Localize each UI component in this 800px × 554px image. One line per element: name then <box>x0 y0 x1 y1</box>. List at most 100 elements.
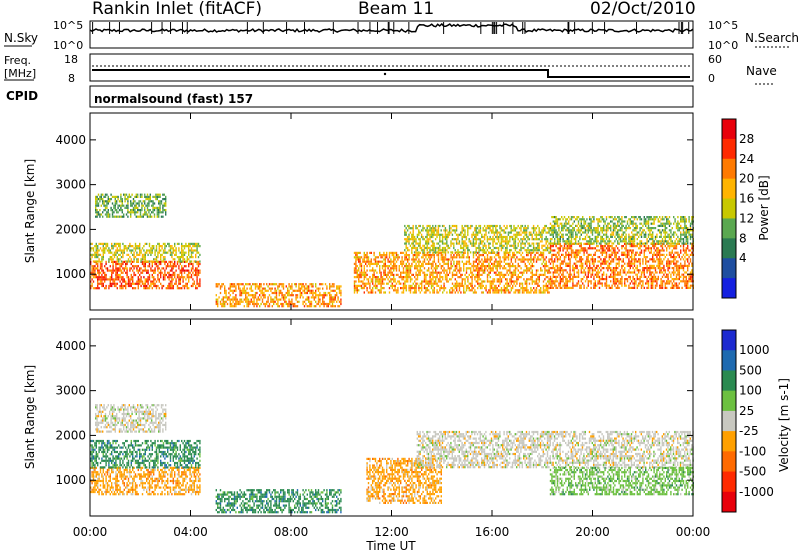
echo-cell <box>451 258 454 261</box>
echo-cell <box>401 258 403 261</box>
echo-cell <box>507 240 510 243</box>
echo-cell <box>137 271 139 274</box>
echo-cell <box>513 233 515 236</box>
echo-cell <box>608 249 610 252</box>
echo-cell <box>421 280 423 283</box>
echo-cell <box>633 284 636 287</box>
echo-cell <box>405 287 407 290</box>
echo-cell <box>457 251 459 254</box>
echo-cell <box>419 244 421 247</box>
echo-cell <box>123 269 125 272</box>
nsky-panel-frame <box>89 20 694 49</box>
echo-cell <box>388 271 391 274</box>
echo-cell <box>381 287 384 290</box>
echo-cell <box>160 245 162 248</box>
echo-cell <box>171 269 173 272</box>
echo-cell <box>590 280 592 283</box>
echo-cell <box>545 256 547 259</box>
echo-cell <box>189 249 191 252</box>
echo-cell <box>632 267 634 270</box>
echo-cell <box>281 302 283 306</box>
echo-cell <box>448 233 451 236</box>
echo-cell <box>252 283 254 286</box>
echo-cell <box>196 245 198 248</box>
echo-cell <box>565 286 567 289</box>
echo-cell <box>441 224 444 228</box>
echo-cell <box>151 247 153 250</box>
echo-cell <box>305 291 307 295</box>
echo-cell <box>390 267 392 270</box>
echo-cell <box>393 262 395 265</box>
echo-cell <box>370 260 372 263</box>
echo-cell <box>91 271 93 274</box>
echo-cell <box>164 251 166 254</box>
echo-cell <box>551 280 553 283</box>
echo-cell <box>132 202 135 205</box>
echo-cell <box>178 242 180 245</box>
echo-cell <box>154 258 156 261</box>
echo-cell <box>356 284 358 287</box>
echo-cell <box>568 256 570 259</box>
echo-cell <box>568 264 570 267</box>
echo-cell <box>285 285 287 288</box>
echo-cell <box>169 273 172 277</box>
echo-cell <box>548 258 550 261</box>
echo-cell <box>366 282 368 285</box>
echo-cell <box>235 285 237 288</box>
echo-cell <box>383 258 385 261</box>
echo-cell <box>217 298 219 301</box>
echo-cell <box>221 283 223 286</box>
echo-cell <box>331 302 334 306</box>
echo-cell <box>638 271 640 274</box>
echo-cell <box>402 271 405 274</box>
echo-cell <box>377 282 379 285</box>
echo-cell <box>652 264 654 267</box>
echo-cell <box>329 287 331 290</box>
echo-cell <box>168 278 170 281</box>
echo-cell <box>225 294 227 297</box>
echo-cell <box>222 298 224 301</box>
echo-cell <box>390 278 392 281</box>
echo-cell <box>506 238 508 241</box>
echo-cell <box>92 276 95 279</box>
echo-cell <box>246 305 248 308</box>
echo-cell <box>650 284 652 287</box>
echo-cell <box>429 258 431 261</box>
echo-cell <box>583 269 585 272</box>
echo-cell <box>478 273 480 276</box>
echo-cell <box>144 280 146 283</box>
echo-cell <box>161 284 163 288</box>
echo-cell <box>488 267 490 270</box>
echo-cell <box>135 195 137 198</box>
echo-cell <box>94 253 96 256</box>
echo-cell <box>94 256 96 259</box>
echo-cell <box>147 249 149 252</box>
echo-cell <box>393 267 395 270</box>
echo-cell <box>136 282 138 285</box>
echo-cell <box>165 202 167 205</box>
echo-cell <box>97 265 99 268</box>
echo-cell <box>261 287 264 290</box>
echo-cell <box>505 256 507 259</box>
echo-cell <box>546 238 549 241</box>
echo-cell <box>558 251 560 254</box>
echo-cell <box>322 300 324 303</box>
echo-cell <box>554 269 556 272</box>
echo-cell <box>458 289 461 292</box>
echo-cell <box>246 296 248 299</box>
echo-cell <box>138 215 140 218</box>
echo-cell <box>340 298 342 301</box>
echo-cell <box>534 280 536 283</box>
echo-cell <box>565 247 567 250</box>
echo-cell <box>619 278 622 281</box>
echo-cell <box>102 282 104 285</box>
echo-cell <box>118 245 120 248</box>
echo-cell <box>544 271 546 274</box>
echo-cell <box>506 240 508 243</box>
echo-cell <box>454 249 456 252</box>
echo-cell <box>467 244 469 247</box>
echo-cell <box>172 265 174 268</box>
echo-cell <box>456 260 458 263</box>
echo-cell <box>236 302 238 306</box>
echo-cell <box>429 271 431 274</box>
